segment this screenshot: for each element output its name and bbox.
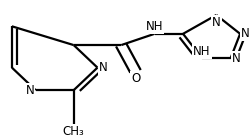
Text: NH: NH (193, 44, 211, 58)
Text: NH: NH (146, 20, 163, 33)
Text: N: N (241, 27, 250, 40)
Text: O: O (131, 72, 140, 85)
Text: N: N (232, 52, 241, 65)
Text: N: N (212, 16, 221, 29)
Text: CH₃: CH₃ (63, 125, 85, 138)
Text: N: N (99, 61, 108, 74)
Text: N: N (26, 84, 35, 97)
